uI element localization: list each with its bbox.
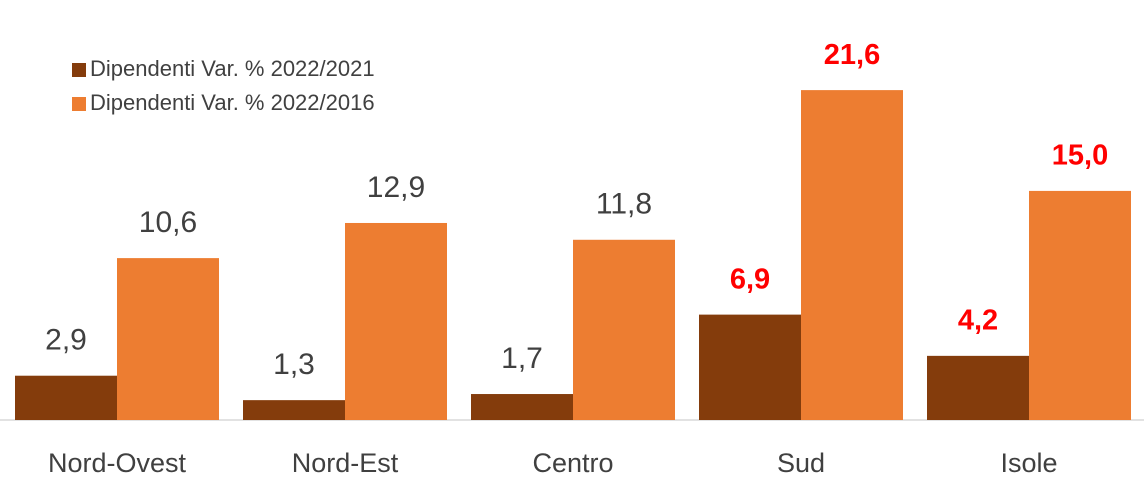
data-label: 15,0 <box>1052 140 1108 172</box>
legend-label: Dipendenti Var. % 2022/2021 <box>90 56 375 81</box>
data-label: 1,7 <box>501 342 543 375</box>
bar <box>699 314 801 420</box>
x-tick-label: Nord-Ovest <box>48 448 187 477</box>
legend-swatch <box>72 63 86 77</box>
x-tick-label: Sud <box>777 448 825 477</box>
data-label: 2,9 <box>45 324 87 357</box>
data-label: 12,9 <box>367 171 425 204</box>
x-tick-label: Nord-Est <box>292 448 399 477</box>
x-tick-label: Isole <box>1000 448 1057 477</box>
bar <box>927 355 1029 420</box>
x-tick-label: Centro <box>532 448 613 477</box>
data-label: 4,2 <box>958 305 998 337</box>
data-label: 11,8 <box>596 188 652 221</box>
data-label: 21,6 <box>824 39 880 71</box>
bar <box>471 394 573 420</box>
bar <box>15 375 117 420</box>
data-label: 1,3 <box>273 348 315 381</box>
legend-label: Dipendenti Var. % 2022/2016 <box>90 90 375 115</box>
bar <box>1029 190 1131 420</box>
bar <box>345 222 447 420</box>
bar <box>117 258 219 420</box>
bar <box>801 90 903 420</box>
data-label: 10,6 <box>139 206 197 239</box>
data-label: 6,9 <box>730 263 770 295</box>
legend-swatch <box>72 97 86 111</box>
bar <box>243 400 345 420</box>
bar <box>573 239 675 420</box>
